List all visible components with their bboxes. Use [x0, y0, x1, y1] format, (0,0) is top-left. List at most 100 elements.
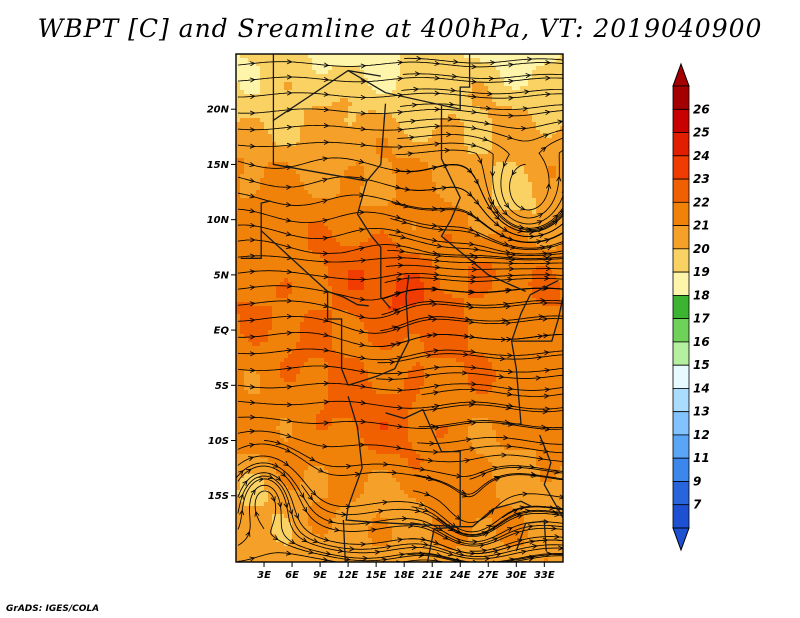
streamline [502, 506, 563, 519]
colorbar: 26 25 24 23 22 21 20 19 18 17 16 15 14 13 12 11 9 7 [672, 62, 710, 552]
lon-tick-label: 30E [506, 570, 527, 581]
flow-arrow [492, 465, 499, 471]
border-line [260, 230, 369, 307]
flow-arrow [486, 524, 493, 530]
flow-arrow [487, 91, 493, 97]
streamline [380, 315, 563, 332]
lon-tick-label: 15E [366, 570, 387, 581]
flow-arrow [490, 525, 497, 531]
flow-arrow [530, 471, 537, 477]
colorbar-swatch [672, 108, 690, 134]
flow-arrow [294, 513, 299, 520]
flow-arrow [322, 235, 329, 241]
flow-arrow [542, 316, 549, 322]
streamline [237, 315, 563, 334]
colorbar-swatch [672, 504, 690, 529]
flow-arrow [323, 317, 330, 323]
flow-arrow [325, 550, 332, 556]
flow-arrow [249, 414, 256, 420]
flow-arrow [462, 351, 469, 357]
flow-arrow [286, 184, 292, 190]
flow-arrow [507, 277, 513, 283]
flow-arrow [419, 466, 426, 472]
flow-arrow [505, 405, 512, 411]
flow-arrow [484, 556, 491, 562]
flow-arrow [299, 492, 305, 499]
flow-arrow [396, 277, 403, 283]
colorbar-swatch [672, 155, 690, 180]
flow-arrow [524, 89, 530, 95]
flow-arrow [249, 161, 256, 168]
flow-arrow [502, 161, 508, 168]
flow-arrow [471, 142, 478, 148]
streamline [381, 299, 563, 316]
flow-arrow [402, 516, 408, 522]
flow-arrow [425, 353, 432, 359]
flow-arrow [508, 95, 515, 101]
flow-arrow [525, 73, 532, 79]
flow-arrow [474, 216, 481, 222]
flow-arrow [549, 505, 556, 511]
colorbar-label: 22 [693, 195, 710, 209]
border-line [426, 526, 461, 562]
flow-arrow [546, 183, 552, 189]
flow-arrow [249, 193, 256, 199]
flow-arrow [544, 387, 551, 393]
flow-arrow [395, 214, 402, 220]
flow-arrow [409, 135, 415, 141]
flow-arrow [288, 509, 294, 516]
colorbar-swatch [672, 294, 690, 320]
lat-tick-label: 20N [207, 105, 230, 116]
colorbar-swatch [672, 248, 690, 273]
flow-arrow [545, 75, 551, 81]
flow-arrow [502, 435, 509, 441]
flow-arrow [436, 253, 442, 259]
colorbar-label: 11 [693, 451, 710, 465]
colorbar-swatch [672, 387, 690, 413]
border-line [345, 396, 461, 528]
flow-arrow [461, 370, 468, 376]
flow-arrow [431, 237, 438, 243]
flow-arrow [506, 527, 513, 532]
flow-arrow [397, 60, 404, 66]
flow-arrow [360, 79, 367, 85]
flow-arrow [468, 226, 475, 232]
colorbar-label: 16 [693, 335, 710, 349]
flow-arrow [430, 423, 437, 429]
flow-arrow [447, 551, 454, 557]
streamline [237, 300, 563, 319]
lat-tick-label: EQ [214, 326, 230, 337]
lon-tick-label: 21E [422, 570, 443, 581]
flow-arrow [337, 548, 344, 554]
flow-arrow [397, 109, 404, 115]
flow-arrow [519, 505, 526, 511]
flow-arrow [503, 202, 510, 209]
flow-arrow [433, 390, 440, 396]
flow-arrow [426, 333, 433, 339]
flow-arrow [395, 310, 402, 316]
flow-arrow [323, 399, 330, 405]
streamline [237, 478, 563, 560]
streamline [395, 149, 563, 229]
flow-arrow [404, 186, 411, 192]
flow-arrow [505, 304, 512, 310]
flow-arrow [309, 456, 316, 462]
flow-arrow [446, 131, 452, 138]
flow-arrow [520, 126, 527, 132]
map-frame [235, 53, 564, 563]
country-borders [240, 54, 563, 562]
flow-arrow [395, 228, 402, 234]
flow-arrow [433, 365, 440, 371]
flow-arrow [322, 177, 329, 183]
flow-arrow [435, 552, 442, 558]
flow-arrow [416, 55, 422, 61]
flow-arrow [358, 158, 365, 164]
flow-arrow [527, 524, 534, 530]
flow-arrow [493, 208, 499, 215]
lon-tick-label: 27E [478, 570, 499, 581]
grads-credit: GrADS: IGES/COLA [6, 604, 100, 614]
flow-arrow [395, 242, 402, 248]
border-line [342, 519, 346, 562]
flow-arrow [509, 244, 516, 250]
flow-arrow [508, 78, 515, 84]
